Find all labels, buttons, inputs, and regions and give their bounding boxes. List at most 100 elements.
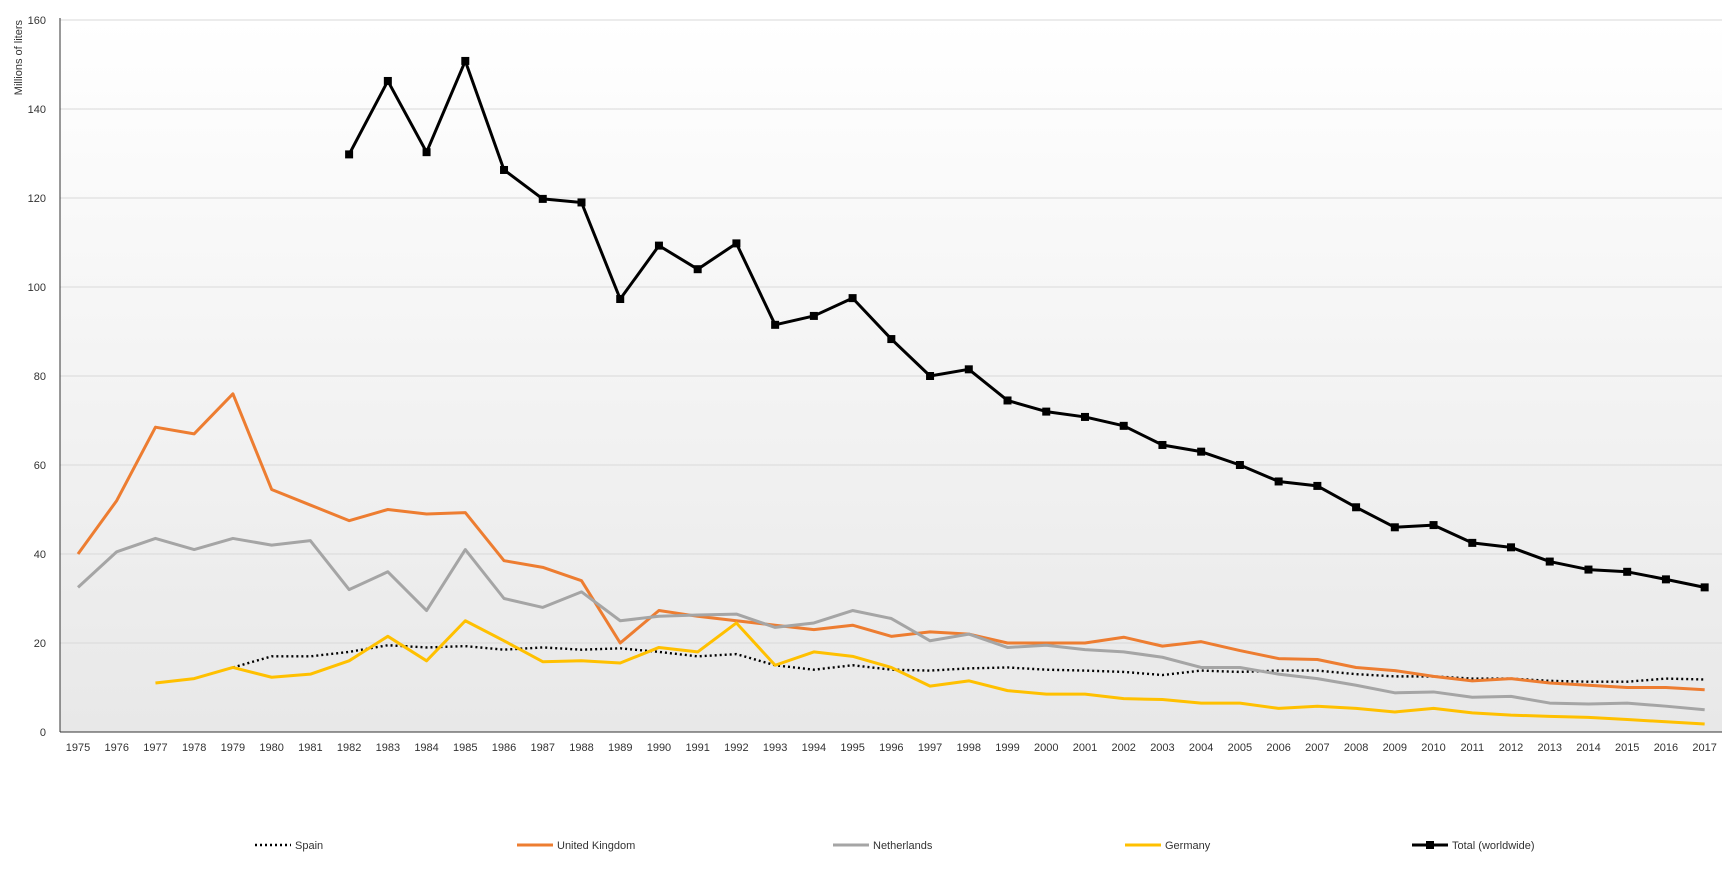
- data-point-marker: [383, 76, 392, 85]
- data-point-marker: [1545, 557, 1554, 566]
- x-tick-label: 1986: [492, 742, 516, 754]
- data-point-marker: [538, 194, 547, 203]
- legend-label: Total (worldwide): [1452, 840, 1535, 852]
- x-tick-label: 1991: [685, 742, 709, 754]
- legend-item: Germany: [1125, 840, 1211, 852]
- series-total-worldwide: [345, 56, 1709, 592]
- data-point-marker: [1235, 461, 1244, 469]
- legend: Spain United Kingdom Netherlands Germany Tot…: [255, 840, 1535, 852]
- data-point-marker: [422, 148, 431, 157]
- x-tick-label: 1976: [104, 742, 128, 754]
- y-tick-label: 140: [28, 104, 46, 116]
- data-point-marker: [887, 335, 896, 344]
- y-tick-label: 0: [40, 727, 46, 739]
- data-point-marker: [1197, 447, 1206, 456]
- x-tick-label: 2015: [1615, 742, 1639, 754]
- x-tick-label: 1990: [647, 742, 671, 754]
- data-point-marker: [1584, 565, 1593, 574]
- data-point-marker: [1507, 543, 1516, 552]
- data-point-marker: [1700, 583, 1709, 592]
- legend-label: Germany: [1165, 840, 1211, 852]
- y-tick-label: 40: [34, 549, 46, 561]
- x-tick-label: 2017: [1692, 742, 1716, 754]
- x-tick-label: 1984: [414, 742, 438, 754]
- x-tick-label: 1988: [569, 742, 593, 754]
- data-point-marker: [1119, 421, 1128, 430]
- series-netherlands: [76, 536, 1705, 712]
- data-point-marker: [1003, 396, 1012, 405]
- x-tick-label: 1995: [840, 742, 864, 754]
- x-tick-label: 2007: [1305, 742, 1329, 754]
- x-tick-label: 1978: [182, 742, 206, 754]
- x-tick-label: 2009: [1383, 742, 1407, 754]
- x-tick-label: 1996: [879, 742, 903, 754]
- x-tick-label: 1997: [918, 742, 942, 754]
- series-germany: [155, 619, 1705, 726]
- data-point-marker: [771, 320, 780, 329]
- x-tick-label: 2003: [1150, 742, 1174, 754]
- data-point-marker: [577, 198, 586, 207]
- x-tick-label: 1983: [376, 742, 400, 754]
- legend-marker: [1426, 841, 1434, 849]
- x-tick-label: 1977: [143, 742, 167, 754]
- data-point-marker: [345, 150, 354, 159]
- series-line: [155, 619, 1705, 726]
- x-tick-label: 2002: [1111, 742, 1135, 754]
- y-tick-label: 60: [34, 460, 46, 472]
- data-point-marker: [1274, 477, 1283, 486]
- data-point-marker: [461, 56, 470, 65]
- x-tick-label: 2005: [1228, 742, 1252, 754]
- x-tick-label: 1980: [259, 742, 283, 754]
- x-tick-label: 1981: [298, 742, 322, 754]
- legend-item: Spain: [255, 840, 323, 852]
- legend-label: United Kingdom: [557, 840, 635, 852]
- data-point-marker: [693, 265, 702, 274]
- data-point-marker: [1429, 521, 1438, 530]
- y-tick-label: 160: [28, 15, 46, 27]
- x-tick-label: 1975: [66, 742, 90, 754]
- x-tick-label: 1985: [453, 742, 477, 754]
- series-lines: [76, 56, 1709, 726]
- x-tick-label: 1993: [763, 742, 787, 754]
- series-line: [76, 392, 1705, 692]
- x-tick-label: 2004: [1189, 742, 1213, 754]
- data-point-marker: [1042, 407, 1051, 416]
- data-point-marker: [1468, 538, 1477, 547]
- data-point-marker: [732, 239, 741, 248]
- legend-item: United Kingdom: [517, 840, 635, 852]
- x-tick-label: 2012: [1499, 742, 1523, 754]
- series-line: [347, 59, 1705, 589]
- axes: 0 20 40 60 80 100 120 140 160 1975 1976 1977 1978 197…: [28, 15, 1722, 754]
- x-tick-label: 2016: [1654, 742, 1678, 754]
- x-tick-label: 2008: [1344, 742, 1368, 754]
- gridlines: [60, 19, 1722, 644]
- data-point-marker: [654, 241, 663, 250]
- x-tick-label: 2013: [1537, 742, 1561, 754]
- data-point-marker: [1313, 481, 1322, 490]
- y-tick-label: 120: [28, 193, 46, 205]
- data-point-marker: [1352, 503, 1361, 512]
- y-tick-label: 20: [34, 638, 46, 650]
- data-point-marker: [1158, 440, 1167, 449]
- series-line: [76, 536, 1705, 712]
- y-axis-title: Millions of liters: [13, 20, 25, 96]
- series-united-kingdom: [76, 392, 1705, 692]
- x-tick-label: 1982: [337, 742, 361, 754]
- series-line: [232, 644, 1705, 683]
- legend-label: Spain: [295, 840, 323, 852]
- x-tick-label: 1989: [608, 742, 632, 754]
- data-point-marker: [809, 311, 818, 320]
- data-point-marker: [848, 294, 857, 303]
- data-point-marker: [500, 165, 509, 174]
- data-point-marker: [1080, 412, 1089, 421]
- x-tick-label: 1998: [957, 742, 981, 754]
- axis-labels: Millions of liters: [13, 20, 25, 96]
- x-tick-label: 2006: [1266, 742, 1290, 754]
- x-tick-label: 2014: [1576, 742, 1600, 754]
- data-point-marker: [964, 365, 973, 374]
- data-point-marker: [1623, 567, 1632, 576]
- x-tick-label: 1987: [531, 742, 555, 754]
- data-point-marker: [1661, 575, 1670, 584]
